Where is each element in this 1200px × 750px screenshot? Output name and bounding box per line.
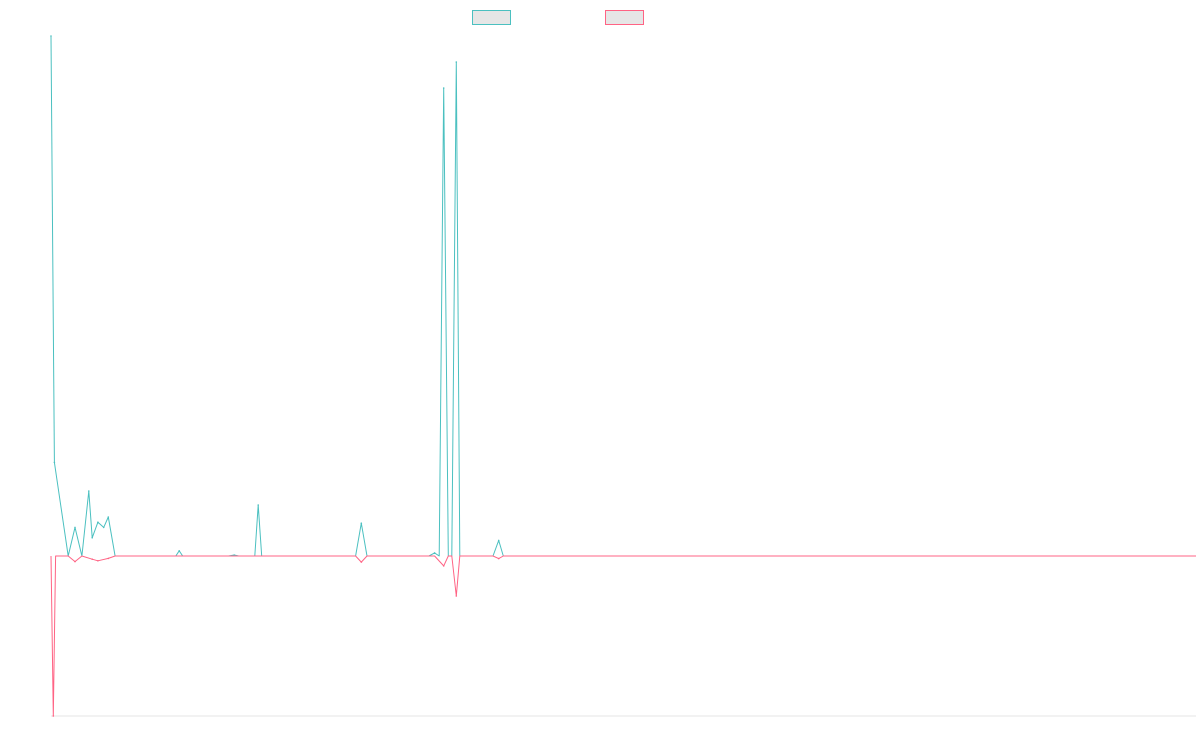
series-2-point-1[interactable] <box>52 715 55 717</box>
series-1-point-6[interactable] <box>91 537 93 539</box>
series-2-point-7[interactable] <box>97 560 99 562</box>
series-1-point-28[interactable] <box>442 87 445 89</box>
series-1-point-34[interactable] <box>497 539 500 542</box>
series-1-point-1[interactable] <box>53 461 56 464</box>
series-1-point-19[interactable] <box>257 504 260 506</box>
legend-swatch-series-1[interactable] <box>472 10 511 25</box>
series-1-point-13[interactable] <box>178 550 180 552</box>
series-1-point-5[interactable] <box>88 490 90 492</box>
series-2-point-14[interactable] <box>442 565 445 567</box>
series-2-point-11[interactable] <box>360 561 363 563</box>
series-1-point-8[interactable] <box>102 526 105 529</box>
series-1-line <box>50 35 1196 557</box>
series-1 <box>50 35 1196 557</box>
series-2-point-20[interactable] <box>497 557 500 560</box>
series-2-point-6[interactable] <box>91 558 93 560</box>
series-1-point-0[interactable] <box>50 35 52 37</box>
series-2-line <box>50 555 1196 717</box>
series-2-point-17[interactable] <box>455 595 458 597</box>
series-2-point-8[interactable] <box>107 557 110 560</box>
series-1-point-31[interactable] <box>455 61 458 63</box>
series-2 <box>50 555 1196 717</box>
series-2-point-4[interactable] <box>74 560 76 563</box>
series-1-point-26[interactable] <box>433 552 436 554</box>
series-1-point-23[interactable] <box>360 522 363 524</box>
legend <box>0 8 1200 28</box>
series-1-point-9[interactable] <box>107 516 110 518</box>
series-1-point-16[interactable] <box>233 554 235 556</box>
series-layer <box>50 35 1196 717</box>
series-1-point-7[interactable] <box>97 521 99 523</box>
series-1-point-3[interactable] <box>74 526 76 529</box>
legend-swatch-series-2[interactable] <box>605 10 644 25</box>
